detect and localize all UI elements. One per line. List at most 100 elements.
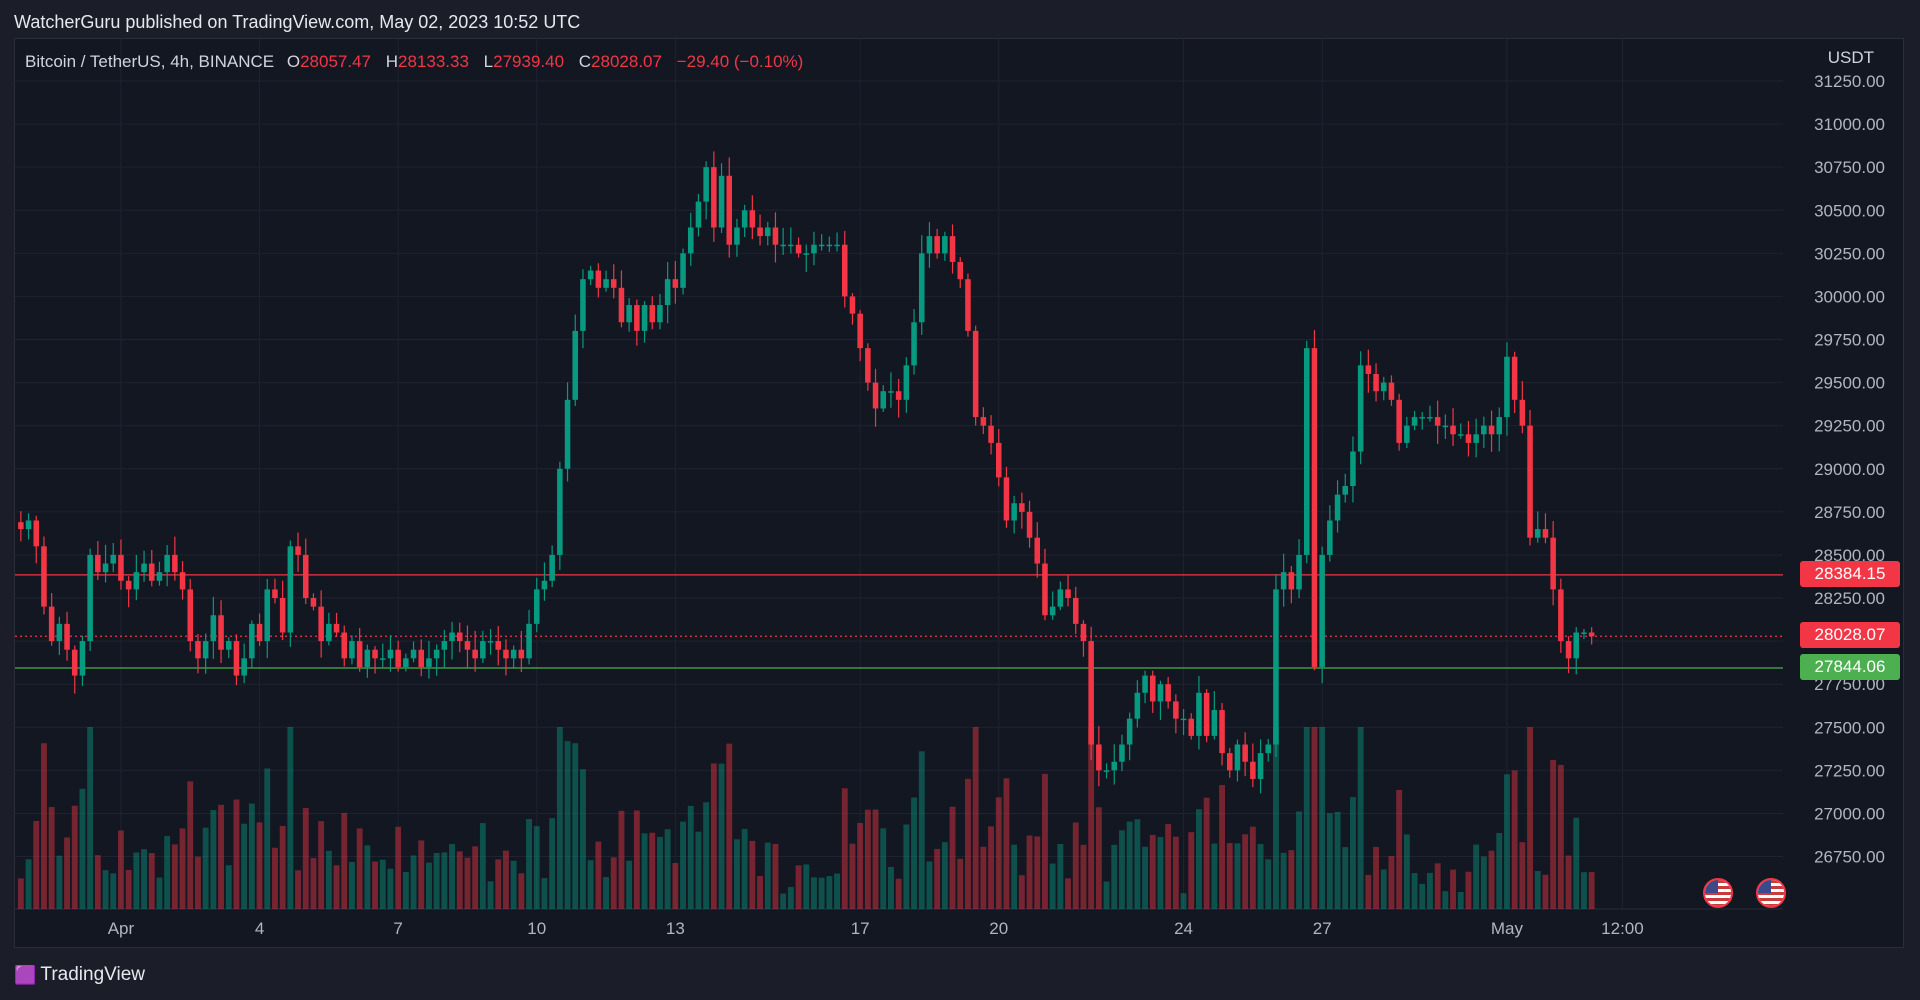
candle-body — [757, 227, 763, 237]
candle-body — [672, 279, 679, 288]
candle-body — [179, 572, 186, 590]
candle-body — [79, 641, 86, 676]
volume-bar — [310, 858, 317, 909]
volume-bar — [48, 807, 55, 909]
volume-bar — [549, 818, 556, 909]
candle-body — [618, 287, 625, 323]
volume-bar — [79, 788, 86, 909]
volume-bar — [895, 878, 902, 909]
volume-bar — [1026, 835, 1033, 909]
candle-body — [426, 658, 432, 667]
candle-body — [1496, 417, 1503, 435]
volume-bar — [918, 751, 925, 909]
volume-bar — [202, 827, 209, 909]
volume-bar — [287, 727, 294, 909]
us-flag-event-icon[interactable] — [1756, 878, 1786, 908]
volume-bar — [1288, 850, 1295, 909]
candle-body — [95, 554, 101, 573]
volume-bar — [1234, 843, 1241, 909]
candle-body — [1042, 563, 1048, 616]
candle-body — [741, 210, 748, 228]
volume-bar — [402, 872, 409, 909]
volume-bar — [626, 860, 633, 909]
candle-body — [934, 236, 940, 254]
candle-body — [379, 658, 386, 660]
volume-bar — [518, 873, 525, 909]
volume-bar — [580, 769, 586, 909]
price-tick-label: 30500.00 — [1814, 201, 1885, 220]
volume-bar — [318, 821, 325, 909]
candle-body — [749, 210, 756, 228]
candle-body — [849, 296, 856, 314]
volume-bar — [826, 876, 833, 909]
candle-body — [587, 270, 594, 280]
candle-body — [25, 520, 32, 530]
volume-bar — [102, 870, 109, 909]
candle-body — [241, 658, 247, 676]
volume-bar — [164, 836, 171, 909]
candle-body — [41, 546, 47, 607]
volume-bar — [302, 808, 309, 909]
candle-body — [133, 572, 140, 590]
volume-bar — [510, 860, 517, 909]
tradingview-logo-icon: 🟪 — [14, 964, 36, 985]
volume-bar — [533, 826, 540, 909]
volume-bar — [1396, 789, 1403, 909]
candle-body — [510, 649, 517, 659]
volume-bar — [279, 826, 286, 909]
candle-body — [788, 244, 794, 247]
candle-body — [256, 623, 263, 642]
volume-bar — [957, 858, 964, 909]
low-value: 27939.40 — [493, 52, 565, 71]
candle-body — [734, 227, 740, 245]
price-tag-resistance: 28384.15 — [1800, 560, 1900, 587]
candlestick-chart[interactable]: 31250.00 31000.00 30750.00 30500.00 30250.00… — [15, 39, 1903, 947]
candle-body — [326, 623, 332, 642]
volume-bar — [888, 866, 894, 909]
chart-frame[interactable]: 31250.00 31000.00 30750.00 30500.00 30250.00… — [14, 38, 1904, 948]
volume-bar — [903, 824, 910, 909]
volume-bar — [1219, 785, 1225, 909]
volume-bar — [1427, 872, 1433, 909]
price-tick-label: 31000.00 — [1814, 115, 1885, 134]
volume-bar — [133, 852, 140, 909]
volume-bar — [1042, 773, 1048, 909]
high-value: 28133.33 — [398, 52, 469, 71]
volume-bar — [849, 843, 856, 909]
volume-bar — [934, 848, 941, 909]
us-flag-event-icon[interactable] — [1703, 878, 1733, 908]
volume-bar — [1003, 778, 1010, 909]
candle-body — [865, 348, 871, 383]
volume-bar — [1388, 856, 1395, 909]
volume-bar — [1342, 847, 1349, 909]
volume-bar — [1465, 871, 1472, 909]
candle-body — [1003, 477, 1010, 521]
volume-bar — [618, 810, 625, 909]
candle-body — [480, 641, 486, 659]
candle-body — [1373, 373, 1379, 392]
volume-bar — [179, 828, 186, 909]
candle-body — [564, 399, 571, 469]
candle-body — [395, 649, 401, 667]
candle-body — [680, 253, 686, 288]
volume-bar — [641, 833, 648, 909]
volume-bar — [241, 823, 248, 909]
candle-body — [449, 632, 455, 642]
tradingview-brand[interactable]: 🟪 TradingView — [14, 964, 145, 986]
candle-body — [903, 365, 910, 400]
candle-body — [1280, 572, 1287, 590]
candle-body — [464, 641, 471, 650]
candle-body — [1165, 684, 1171, 702]
candle-body — [356, 641, 363, 667]
volume-bar — [1065, 878, 1071, 909]
volume-bar — [995, 797, 1002, 909]
candle-body — [172, 554, 178, 573]
volume-bar — [87, 727, 94, 909]
volume-bar — [780, 893, 787, 909]
close-label: C — [578, 52, 592, 71]
candle-body — [1365, 365, 1372, 374]
symbol-label[interactable]: Bitcoin / TetherUS, 4h, BINANCE — [25, 52, 275, 71]
candle-body — [164, 554, 170, 573]
volume-bar — [110, 873, 117, 909]
candle-body — [1226, 753, 1233, 771]
